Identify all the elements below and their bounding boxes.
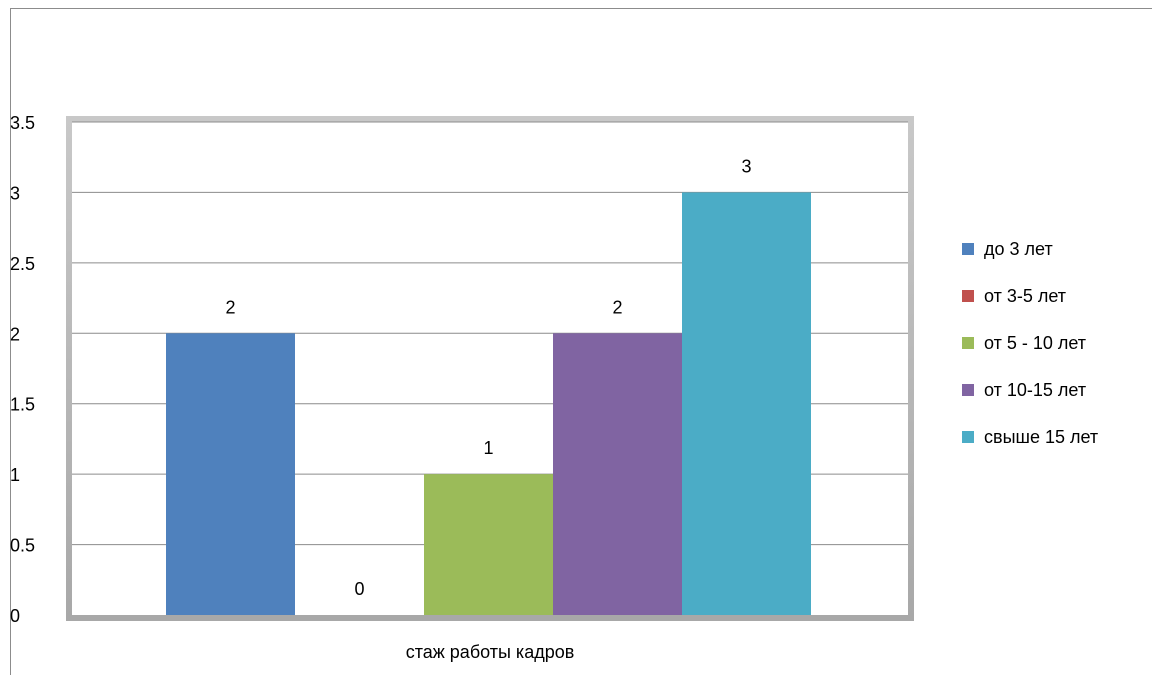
bars — [166, 192, 811, 615]
x-axis-categories: стаж работы кадров — [406, 642, 575, 662]
legend-entry: до 3 лет — [984, 239, 1053, 259]
y-tick-label: 0.5 — [10, 536, 35, 556]
legend-swatch — [962, 431, 974, 443]
legend-entry: от 3-5 лет — [984, 286, 1066, 306]
data-label: 0 — [354, 579, 364, 599]
legend-swatch — [962, 290, 974, 302]
legend: до 3 лет от 3-5 лет от 5 - 10 лет от 10-15 … — [962, 239, 1098, 447]
legend-entry: свыше 15 лет — [984, 427, 1098, 447]
y-tick-label: 1 — [10, 465, 20, 485]
legend-entry: от 10-15 лет — [984, 380, 1086, 400]
bar — [682, 192, 811, 615]
y-tick-label: 3 — [10, 183, 20, 203]
chart-frame — [10, 8, 1152, 675]
y-tick-label: 2 — [10, 324, 20, 344]
bar — [553, 333, 682, 615]
y-axis-ticks: 0 0.5 1 1.5 2 2.5 3 3.5 — [10, 113, 35, 626]
x-category-label: стаж работы кадров — [406, 642, 575, 662]
legend-swatch — [962, 243, 974, 255]
data-label: 1 — [483, 438, 493, 458]
data-label: 3 — [741, 156, 751, 176]
bar — [424, 474, 553, 615]
bar — [166, 333, 295, 615]
y-tick-label: 0 — [10, 606, 20, 626]
y-tick-label: 2.5 — [10, 254, 35, 274]
data-label: 2 — [612, 297, 622, 317]
y-tick-label: 3.5 — [10, 113, 35, 133]
legend-swatch — [962, 384, 974, 396]
legend-entry: от 5 - 10 лет — [984, 333, 1086, 353]
y-tick-label: 1.5 — [10, 395, 35, 415]
data-labels: 2 0 1 2 3 — [225, 156, 751, 599]
data-label: 2 — [225, 297, 235, 317]
legend-swatch — [962, 337, 974, 349]
